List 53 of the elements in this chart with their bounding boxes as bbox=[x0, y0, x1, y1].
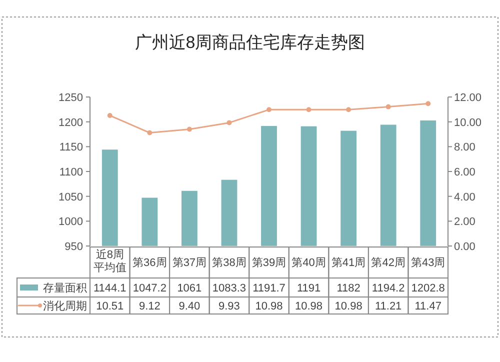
data-label: 10.98 bbox=[295, 300, 323, 312]
data-label: 1061 bbox=[177, 282, 202, 294]
point bbox=[306, 107, 312, 112]
point bbox=[266, 107, 272, 112]
data-label: 11.47 bbox=[414, 300, 442, 312]
data-label: 9.93 bbox=[218, 300, 240, 312]
point bbox=[426, 101, 431, 106]
y2-tick-label: 4.00 bbox=[454, 191, 476, 204]
point bbox=[147, 130, 152, 136]
point bbox=[186, 126, 192, 132]
y-tick-label: 1150 bbox=[59, 142, 83, 154]
data-label: 11.21 bbox=[374, 300, 402, 312]
x-tick-label: 第42周 bbox=[371, 257, 406, 269]
y2-tick-label: 6.00 bbox=[454, 166, 476, 178]
point bbox=[346, 107, 352, 112]
data-label: 1191 bbox=[296, 282, 321, 294]
chart-title: 广州近8周商品住宅库存走势图 bbox=[134, 33, 366, 52]
point bbox=[226, 120, 232, 126]
x-tick-label: 第39周 bbox=[252, 257, 286, 269]
legend-label: 消化周期 bbox=[43, 300, 87, 312]
y-tick-label: 1200 bbox=[58, 116, 83, 129]
y2-tick-label: 8.00 bbox=[454, 142, 476, 154]
x-tick-label: 第43周 bbox=[410, 257, 446, 269]
x-tick-label: 第36周 bbox=[132, 257, 167, 269]
data-label: 1202.8 bbox=[411, 282, 445, 294]
data-label: 1047.2 bbox=[132, 282, 166, 294]
x-tick-label: 第41周 bbox=[331, 257, 366, 269]
y-tick-label: 950 bbox=[64, 241, 83, 253]
data-label: 1083.3 bbox=[212, 282, 246, 294]
data-label: 1194.2 bbox=[372, 282, 405, 294]
data-label: 1182 bbox=[336, 282, 360, 294]
y2-tick-label: 10.00 bbox=[454, 116, 482, 129]
data-label: 9.40 bbox=[178, 300, 200, 312]
y-tick-label: 1250 bbox=[58, 92, 83, 104]
data-label: 10.98 bbox=[334, 300, 362, 312]
y-tick-label: 1100 bbox=[59, 166, 83, 178]
y2-tick-label: 0.00 bbox=[454, 241, 476, 253]
y2-tick-label: 2.00 bbox=[454, 216, 476, 228]
x-tick-label: 近8周平均值 bbox=[93, 248, 126, 274]
legend-label: 存量面积 bbox=[43, 282, 87, 294]
x-tick-label: 第40周 bbox=[292, 257, 326, 269]
x-tick-label: 第38周 bbox=[212, 257, 246, 269]
point bbox=[386, 104, 391, 110]
y-tick-label: 1000 bbox=[58, 216, 83, 228]
data-label: 1144.1 bbox=[93, 282, 126, 294]
point bbox=[107, 113, 112, 118]
data-label: 10.51 bbox=[96, 300, 124, 312]
y2-tick-label: 12.00 bbox=[454, 92, 482, 104]
data-label: 1191.7 bbox=[252, 282, 286, 294]
data-label: 9.12 bbox=[138, 300, 160, 312]
data-label: 10.98 bbox=[255, 300, 283, 312]
y-tick-label: 1050 bbox=[58, 191, 83, 204]
x-tick-label: 第37周 bbox=[172, 257, 207, 269]
